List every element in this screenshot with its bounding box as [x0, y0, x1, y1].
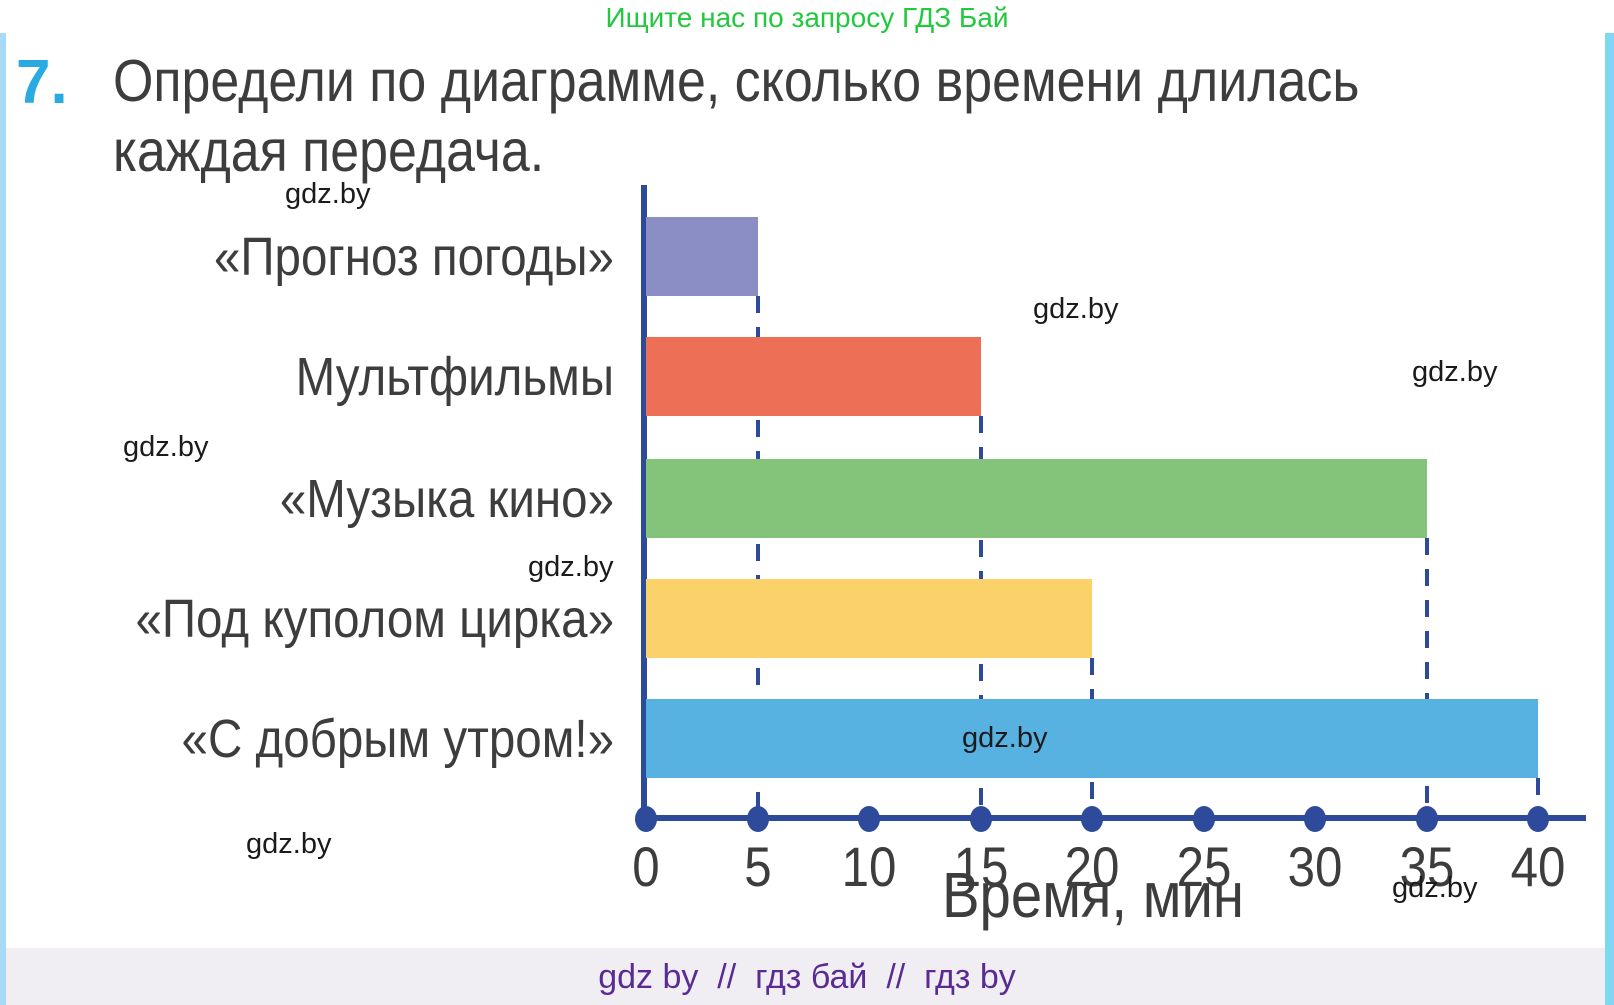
watermark-text-5: gdz.by: [962, 722, 1048, 754]
guide-line-0: [755, 296, 760, 818]
task-text-line2: каждая передача.: [113, 118, 545, 184]
watermark-text-3: gdz.by: [123, 431, 209, 463]
chart-bar-3: [646, 579, 1092, 658]
watermark-text-6: gdz.by: [246, 828, 332, 860]
chart-bar-4: [646, 699, 1538, 778]
chart-bar-1: [646, 337, 981, 416]
axis-tick-dot-7: [1415, 806, 1438, 832]
x-tick-label-1: 5: [743, 835, 772, 898]
watermark-text-0: gdz.by: [285, 178, 371, 210]
x-tick-label-0: 0: [632, 835, 660, 898]
x-axis-line: [636, 815, 1586, 821]
watermark-text-4: gdz.by: [528, 551, 614, 583]
chart-bar-0: [646, 217, 758, 296]
axis-tick-dot-4: [1081, 806, 1103, 832]
axis-tick-dot-3: [969, 806, 992, 832]
category-label-0: «Прогноз погоды»: [213, 226, 615, 287]
footer-band: [0, 948, 1614, 1005]
axis-tick-dot-0: [635, 806, 657, 832]
watermark-text-1: gdz.by: [1033, 293, 1119, 325]
axis-tick-dot-8: [1527, 806, 1549, 832]
category-label-4: «С добрым утром!»: [181, 708, 615, 769]
x-axis-title: Время, мин: [941, 859, 1245, 931]
watermark-text-7: gdz.by: [1392, 872, 1478, 904]
guide-line-4: [1536, 778, 1540, 818]
guide-line-2: [1424, 538, 1429, 818]
x-tick-label-5: 25: [1176, 835, 1231, 898]
category-label-1: Мультфильмы: [295, 346, 614, 407]
footer-text: gdz by // гдз бай // гдз by: [598, 958, 1016, 996]
axis-tick-dot-1: [746, 806, 769, 832]
right-border-strip: [1605, 33, 1614, 1005]
axis-tick-dot-2: [858, 806, 880, 832]
x-tick-label-7: 35: [1399, 835, 1454, 898]
top-banner-text: Ищите нас по запросу ГДЗ Бай: [605, 2, 1009, 33]
x-tick-label-6: 30: [1287, 835, 1343, 898]
y-axis-line: [641, 185, 647, 821]
x-tick-label-8: 40: [1510, 835, 1566, 898]
x-tick-label-2: 10: [841, 835, 897, 898]
watermark-text-2: gdz.by: [1412, 356, 1498, 388]
axis-tick-dot-6: [1304, 806, 1326, 832]
axis-tick-dot-5: [1192, 806, 1215, 832]
x-tick-label-3: 15: [953, 835, 1008, 898]
task-text-line1: Определи по диаграмме, сколько времени д…: [113, 48, 1360, 114]
chart-bar-2: [646, 459, 1427, 538]
left-border-strip: [0, 33, 6, 1005]
category-label-3: «Под куполом цирка»: [135, 588, 614, 649]
problem-number: 7.: [16, 48, 68, 117]
x-tick-label-4: 20: [1064, 835, 1120, 898]
category-label-2: «Музыка кино»: [279, 468, 614, 529]
